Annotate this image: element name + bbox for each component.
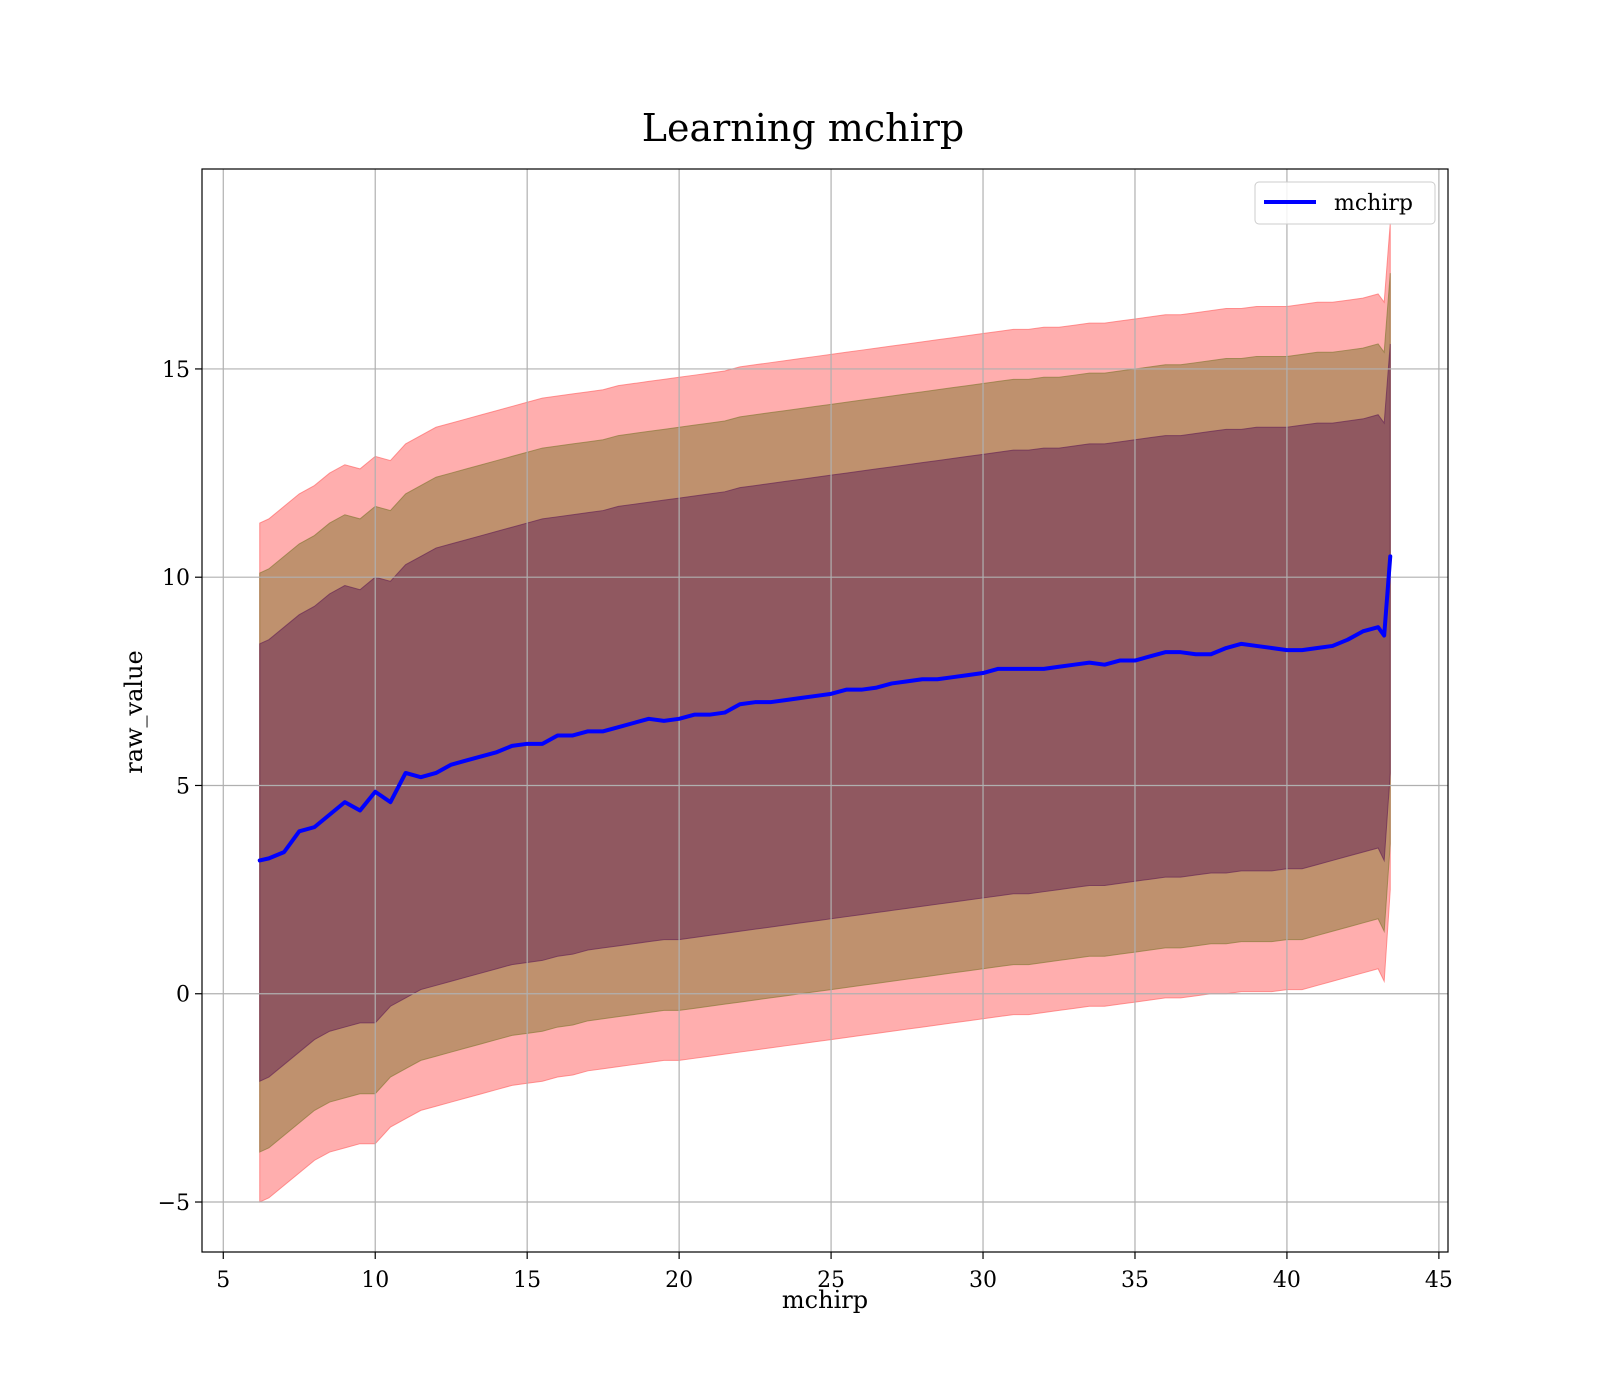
x-tick-label: 40: [1273, 1268, 1301, 1293]
grid: [202, 169, 1448, 1252]
axis-ticks: 5 10 15 20 25 30 35 40 45 −5 0 5 10 15: [158, 358, 1453, 1293]
legend-box: [1254, 181, 1436, 225]
chart-title: Learning mchirp: [642, 106, 964, 150]
x-tick-label: 30: [969, 1268, 997, 1293]
x-tick-label: 15: [513, 1268, 541, 1293]
x-tick-label: 45: [1425, 1268, 1453, 1293]
plot-frame: [201, 168, 1449, 1253]
series-line-mchirp: [257, 554, 1393, 863]
x-tick-label: 25: [817, 1268, 845, 1293]
x-tick-label: 20: [665, 1268, 693, 1293]
x-tick-label: 5: [216, 1268, 230, 1293]
y-tick-label: 10: [162, 566, 190, 591]
y-tick-label: 0: [176, 983, 190, 1008]
y-tick-label: 5: [176, 774, 190, 799]
legend: mchirp: [1254, 181, 1436, 225]
x-axis-label: mchirp: [782, 1286, 868, 1314]
y-tick-label: −5: [158, 1191, 190, 1216]
y-tick-label: 15: [162, 358, 190, 383]
legend-label: mchirp: [1334, 191, 1413, 216]
y-axis-label: raw_value: [120, 650, 148, 774]
confidence-bands: [259, 223, 1391, 1203]
x-tick-label: 35: [1121, 1268, 1149, 1293]
x-tick-label: 10: [361, 1268, 389, 1293]
confidence-band-3: [259, 343, 1391, 1082]
series-lines: [257, 554, 1393, 863]
